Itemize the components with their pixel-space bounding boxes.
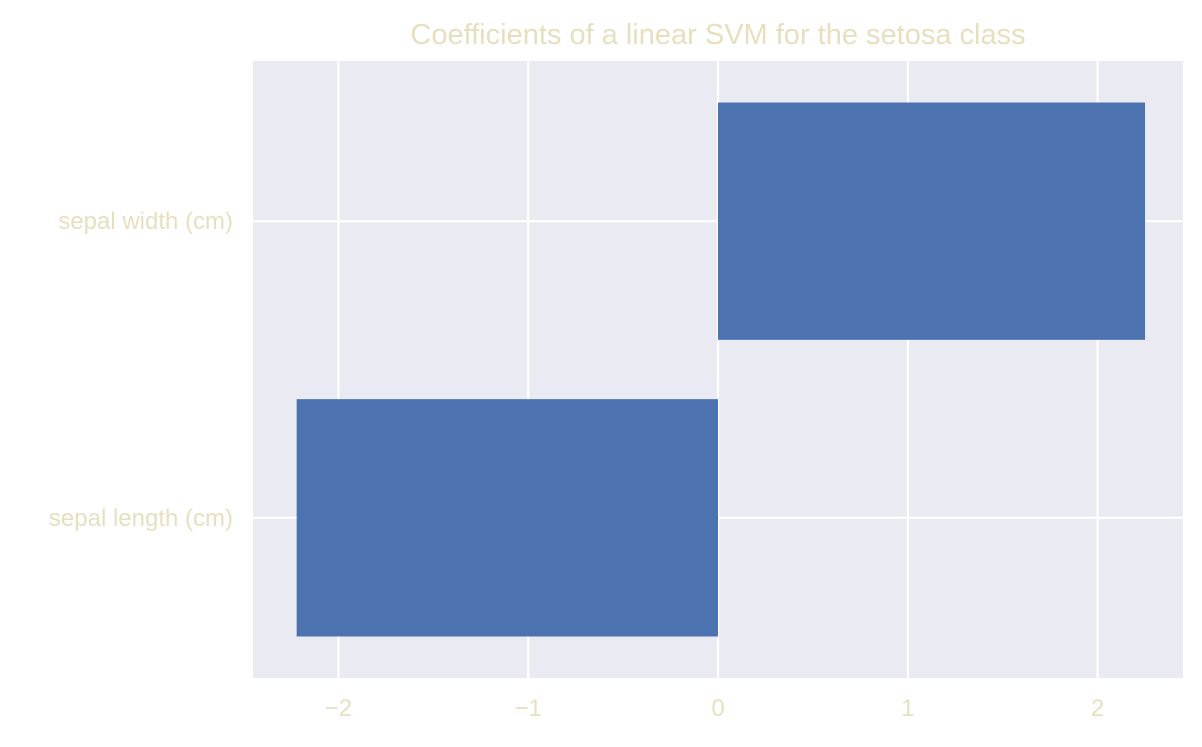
y-tick-label: sepal length (cm) [49,505,233,532]
x-tick-label: 1 [901,695,914,722]
bar-sepal-width-cm [718,102,1146,340]
y-axis-ticks: sepal length (cm) sepal width (cm) [49,208,233,532]
bars [296,102,1146,637]
bar-sepal-length-cm [296,399,718,637]
chart-title: Coefficients of a linear SVM for the set… [410,19,1025,51]
x-tick-label: −2 [325,695,352,722]
x-tick-label: 0 [711,695,724,722]
y-tick-label: sepal width (cm) [58,208,233,235]
x-tick-label: 2 [1091,695,1104,722]
x-tick-label: −1 [515,695,542,722]
x-axis-ticks: −2 −1 0 1 2 [325,695,1105,722]
